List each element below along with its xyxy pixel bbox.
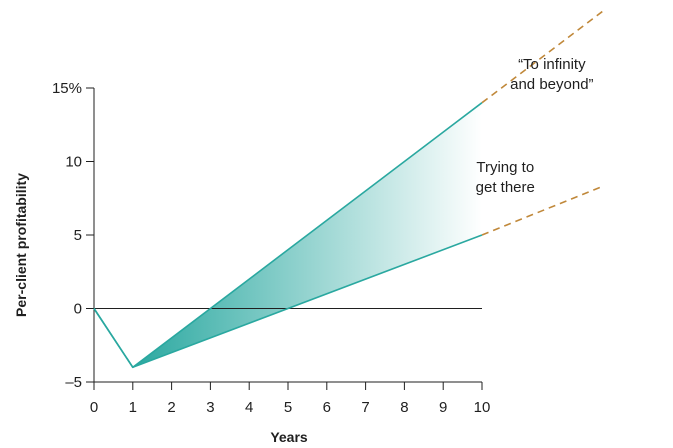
- x-tick-label: 1: [129, 399, 137, 416]
- annotation-line: Trying to: [476, 159, 534, 176]
- annotation-line: and beyond”: [510, 76, 593, 93]
- x-tick-label: 7: [361, 399, 369, 416]
- y-axis-title: Per-client profitability: [13, 173, 29, 317]
- dashed-projection-line: [481, 10, 603, 104]
- annotation-line: get there: [476, 179, 535, 196]
- x-tick-label: 6: [323, 399, 331, 416]
- y-tick-label: –5: [65, 374, 82, 391]
- x-axis-title: Years: [270, 429, 308, 445]
- annotation-label: “To infinity and beyond”: [510, 56, 593, 93]
- x-tick-label: 4: [245, 399, 253, 416]
- x-tick-label: 0: [90, 399, 98, 416]
- profitability-line: [93, 234, 483, 369]
- y-tick-label: 0: [74, 301, 82, 318]
- x-tick-label: 5: [284, 399, 292, 416]
- annotation-label: Trying to get there: [476, 159, 535, 196]
- annotation-line: “To infinity: [518, 56, 586, 73]
- x-tick-label: 10: [474, 399, 491, 416]
- y-tick-label: 5: [74, 227, 82, 244]
- x-tick-label: 2: [167, 399, 175, 416]
- x-tick-label: 8: [400, 399, 408, 416]
- x-tick-label: 9: [439, 399, 447, 416]
- x-tick-label: 3: [206, 399, 214, 416]
- y-tick-label: 15%: [52, 80, 82, 97]
- dashed-projection-line: [481, 185, 603, 236]
- y-tick-label: 10: [65, 154, 82, 171]
